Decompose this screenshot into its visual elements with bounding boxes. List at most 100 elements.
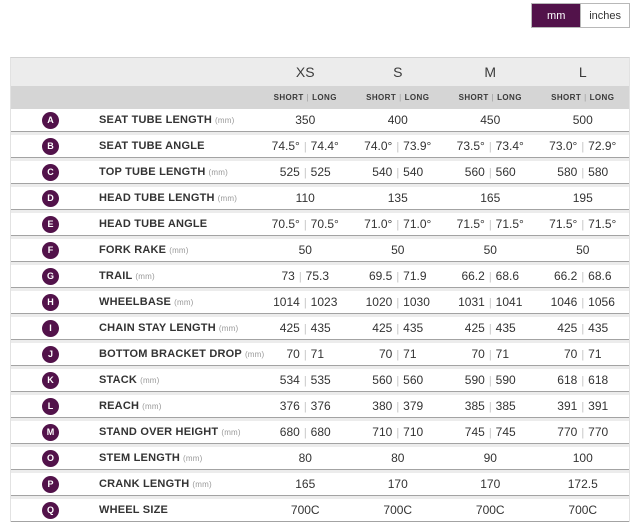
value-separator: | (488, 427, 492, 439)
long-value: 385 (495, 399, 516, 413)
subheader-separator: | (491, 93, 495, 102)
long-value: 73.9° (403, 139, 432, 153)
value-cell: 73.0° | 72.9° (537, 139, 630, 153)
row-label: SEAT TUBE ANGLE (99, 140, 205, 152)
row-unit: (mm) (244, 350, 265, 359)
value-cell: 425 | 435 (444, 321, 537, 335)
short-value: 1031 (458, 295, 485, 309)
row-letter-badge: E (42, 215, 59, 233)
long-value: 73.4° (495, 139, 524, 153)
single-value: 450 (480, 113, 501, 127)
long-value: 580 (588, 165, 609, 179)
single-value: 80 (391, 451, 405, 465)
value-cell: 71.0° | 71.0° (352, 217, 445, 231)
value-separator: | (396, 375, 400, 387)
single-value: 165 (480, 191, 501, 205)
short-label: SHORT (366, 93, 397, 102)
short-value: 73.0° (549, 139, 578, 153)
value-cell: 425 | 435 (259, 321, 352, 335)
long-label: LONG (404, 93, 430, 102)
value-cell: 350 (259, 113, 352, 127)
long-value: 71.9 (403, 269, 427, 283)
short-value: 70.5° (271, 217, 300, 231)
row-letter-badge: M (42, 423, 59, 441)
size-column-header-xs: XS (295, 64, 315, 80)
short-value: 770 (557, 425, 578, 439)
single-value: 50 (391, 243, 405, 257)
size-column-header-m: M (484, 64, 497, 80)
row-label: WHEELBASE (mm) (99, 296, 194, 308)
row-letter-badge: H (42, 293, 59, 311)
value-separator: | (581, 297, 585, 309)
long-value: 72.9° (588, 139, 617, 153)
value-cell: 170 (444, 477, 537, 491)
value-cell: 73.5° | 73.4° (444, 139, 537, 153)
value-cell: 195 (537, 191, 630, 205)
short-value: 540 (372, 165, 393, 179)
value-cell: 100 (537, 451, 630, 465)
value-separator: | (303, 349, 307, 361)
value-separator: | (396, 219, 400, 231)
value-separator: | (581, 375, 585, 387)
long-value: 71.5° (495, 217, 524, 231)
row-label: REACH (mm) (99, 400, 162, 412)
value-cell: 700C (352, 503, 445, 517)
row-unit: (mm) (135, 272, 155, 281)
geometry-table: XS S M L SHORT | LONG SHORT | LONG SHORT | LONG SHOR… (10, 57, 630, 522)
value-cell: 50 (352, 243, 445, 257)
value-cell: 500 (537, 113, 630, 127)
value-cell: 560 | 560 (444, 165, 537, 179)
long-value: 1030 (403, 295, 430, 309)
value-separator: | (581, 167, 585, 179)
long-value: 435 (310, 321, 331, 335)
value-separator: | (581, 427, 585, 439)
long-value: 71 (310, 347, 325, 361)
value-cell: 385 | 385 (444, 399, 537, 413)
row-letter-badge: K (42, 371, 59, 389)
subheader-separator: | (399, 93, 402, 102)
short-value: 66.2 (553, 269, 578, 283)
unit-toggle: mm inches (531, 3, 630, 28)
value-cell: 376 | 376 (259, 399, 352, 413)
single-value: 170 (480, 477, 501, 491)
inches-toggle-button[interactable]: inches (580, 4, 629, 27)
value-separator: | (396, 271, 400, 283)
row-unit: (mm) (215, 116, 235, 125)
short-value: 385 (464, 399, 485, 413)
row-unit: (mm) (208, 168, 228, 177)
short-long-subheader-xs: SHORT | LONG (259, 93, 352, 102)
short-value: 71.5° (549, 217, 578, 231)
short-value: 1046 (550, 295, 578, 309)
value-cell: 50 (259, 243, 352, 257)
table-row-p: P CRANK LENGTH (mm) 165 170 170 172.5 (11, 473, 629, 496)
table-row-f: F FORK RAKE (mm) 50 50 50 50 (11, 239, 629, 262)
row-letter-badge: A (42, 111, 59, 129)
row-letter-badge: J (42, 345, 59, 363)
short-value: 66.2 (461, 269, 485, 283)
single-value: 50 (483, 243, 497, 257)
long-value: 391 (588, 399, 609, 413)
value-cell: 400 (352, 113, 445, 127)
value-separator: | (488, 323, 492, 335)
value-cell: 380 | 379 (352, 399, 445, 413)
mm-toggle-button[interactable]: mm (532, 4, 581, 27)
value-separator: | (396, 297, 400, 309)
value-separator: | (303, 375, 307, 387)
value-separator: | (303, 297, 307, 309)
value-separator: | (303, 427, 307, 439)
long-value: 71.0° (403, 217, 432, 231)
single-value: 700C (290, 503, 320, 517)
row-letter-badge: I (42, 319, 59, 337)
value-cell: 525 | 525 (259, 165, 352, 179)
short-value: 710 (372, 425, 393, 439)
value-cell: 50 (537, 243, 630, 257)
short-value: 560 (464, 165, 485, 179)
short-long-subheader-l: SHORT | LONG (537, 93, 630, 102)
value-cell: 74.0° | 73.9° (352, 139, 445, 153)
value-separator: | (303, 167, 307, 179)
long-value: 68.6 (588, 269, 612, 283)
row-label: HEAD TUBE LENGTH (mm) (99, 192, 238, 204)
value-cell: 70.5° | 70.5° (259, 217, 352, 231)
value-separator: | (303, 219, 307, 231)
row-letter-badge: B (42, 137, 59, 155)
